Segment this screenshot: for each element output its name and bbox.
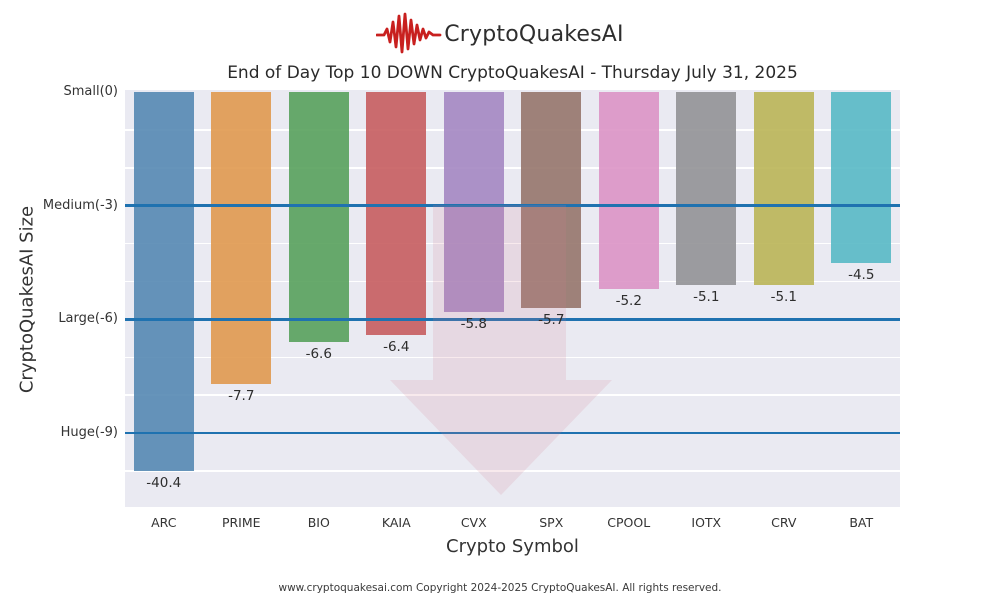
bar-value-label: -5.7: [538, 312, 565, 329]
gridline: [125, 394, 900, 396]
x-tick-label-cpool: CPOOL: [607, 515, 651, 530]
bar-kaia: [366, 92, 427, 335]
gridline: [125, 242, 900, 245]
logo-text: CryptoQuakesAI: [444, 21, 624, 47]
gridline: [125, 356, 900, 359]
size-threshold-line: [125, 204, 900, 207]
gridline: [125, 280, 900, 283]
bar-value-label: -5.8: [460, 315, 487, 332]
bar-bat: [831, 92, 892, 263]
bar-cpool: [598, 92, 659, 290]
y-tick-label: Huge(-9): [60, 425, 118, 441]
bar-value-labels-layer: -40.4 -7.7 -6.6 -6.4 -5.8 -5.7 -5.2 -5.1 -5.1 -4.…: [125, 90, 900, 507]
bar-value-label: -5.2: [615, 293, 642, 310]
threshold-lines-layer: [125, 90, 900, 507]
x-tick-label-iotx: IOTX: [691, 515, 722, 530]
bar-value-label: -4.5: [848, 266, 875, 283]
x-tick-label-bat: BAT: [849, 515, 874, 530]
bar-arc: [133, 92, 194, 471]
bar-value-label: -5.1: [770, 289, 797, 306]
x-tick-label-spx: SPX: [539, 515, 564, 530]
seismograph-waveform-icon: [376, 12, 442, 54]
x-axis-title: Crypto Symbol: [446, 536, 579, 557]
y-tick-label: Medium(-3): [42, 197, 118, 213]
x-tick-label-bio: BIO: [307, 515, 330, 530]
bar-crv: [753, 92, 814, 286]
y-tick-label: Large(-6): [58, 311, 118, 327]
bar-value-label: -6.4: [383, 338, 410, 355]
gridline: [125, 470, 900, 472]
bars-layer: [125, 90, 900, 507]
copyright-footer: www.cryptoquakesai.com Copyright 2024-20…: [278, 582, 722, 594]
bar-value-label: -6.6: [305, 346, 332, 363]
x-axis-tick-labels: ARC PRIME BIO KAIA CVX SPX CPOOL IOTX CRV BAT: [125, 515, 900, 535]
x-tick-label-arc: ARC: [151, 515, 177, 530]
y-axis-tick-labels: Small(0) Medium(-3) Large(-6) Huge(-9): [0, 0, 118, 600]
bar-spx: [521, 92, 582, 309]
bar-iotx: [676, 92, 737, 286]
size-threshold-line: [125, 431, 900, 435]
bar-bio: [288, 92, 349, 343]
size-threshold-line: [125, 318, 900, 321]
bar-value-label: -5.1: [693, 289, 720, 306]
bar-value-label: -40.4: [146, 475, 182, 491]
x-tick-label-crv: CRV: [771, 515, 797, 530]
x-tick-label-kaia: KAIA: [381, 515, 411, 530]
x-tick-label-prime: PRIME: [221, 515, 261, 530]
gridline: [125, 129, 900, 131]
bar-prime: [211, 92, 272, 384]
chart-title: End of Day Top 10 DOWN CryptoQuakesAI - …: [227, 63, 798, 83]
y-tick-label: Small(0): [63, 84, 118, 99]
gridline: [125, 167, 900, 169]
x-tick-label-cvx: CVX: [460, 515, 487, 530]
bar-cvx: [443, 92, 504, 312]
bar-value-label: -7.7: [228, 387, 255, 404]
plot-area: -40.4 -7.7 -6.6 -6.4 -5.8 -5.7 -5.2 -5.1 -5.1 -4.…: [125, 90, 900, 507]
logo: CryptoQuakesAI: [0, 10, 1000, 58]
